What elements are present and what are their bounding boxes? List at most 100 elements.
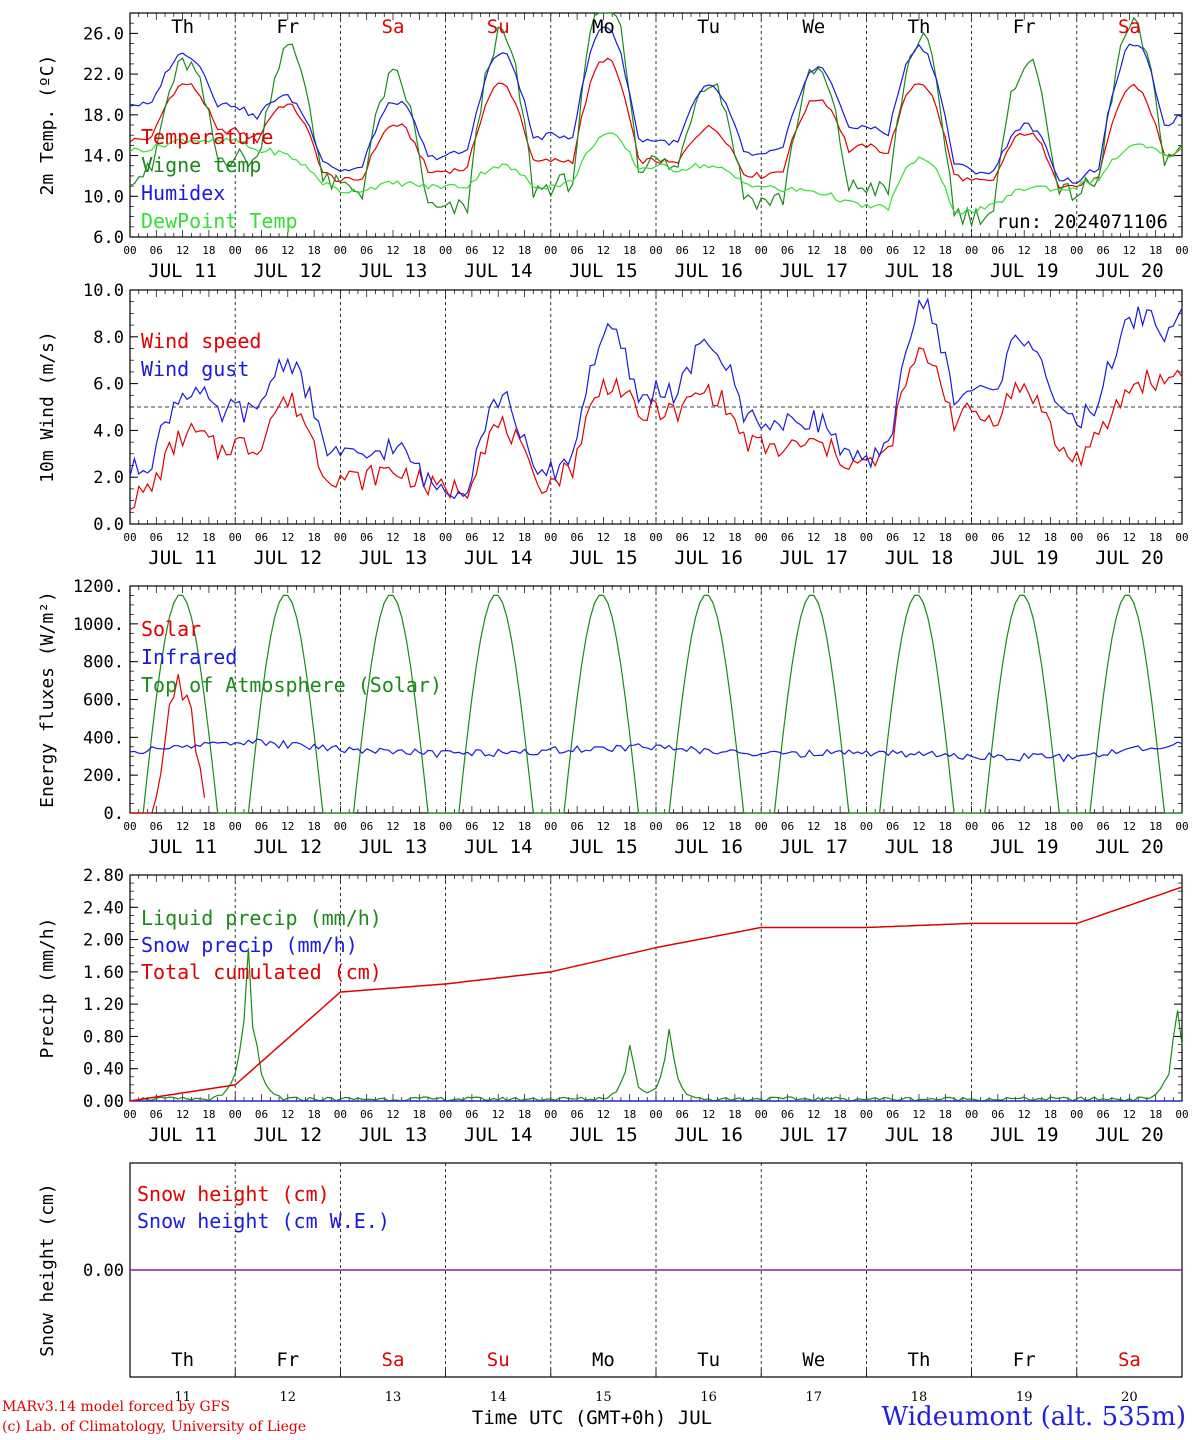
y-tick-label: 2.00 bbox=[83, 931, 124, 951]
hour-tick-label: 12 bbox=[386, 1108, 399, 1121]
hour-tick-label: 00 bbox=[439, 1108, 452, 1121]
hour-tick-label: 00 bbox=[965, 1108, 978, 1121]
hour-tick-label: 06 bbox=[781, 1108, 794, 1121]
hour-tick-label: 06 bbox=[150, 244, 163, 257]
hour-tick-label: 00 bbox=[755, 820, 768, 833]
hour-tick-label: 00 bbox=[544, 820, 557, 833]
hour-tick-label: 00 bbox=[334, 820, 347, 833]
hour-tick-label: 12 bbox=[1018, 531, 1031, 544]
hour-tick-label: 06 bbox=[781, 820, 794, 833]
legend-entry: Humidex bbox=[141, 181, 225, 205]
date-label: JUL 16 bbox=[674, 836, 743, 858]
hour-tick-label: 18 bbox=[728, 820, 741, 833]
weekday-header-top: We bbox=[802, 16, 825, 38]
weekday-header-bottom: Th bbox=[908, 1349, 931, 1371]
date-label: JUL 12 bbox=[253, 547, 322, 569]
hour-tick-label: 18 bbox=[939, 244, 952, 257]
weekday-header-bottom: Sa bbox=[1118, 1349, 1141, 1371]
hour-tick-label: 18 bbox=[518, 1108, 531, 1121]
weekday-header-top: Fr bbox=[276, 16, 299, 38]
hour-tick-label: 18 bbox=[202, 820, 215, 833]
date-label: JUL 14 bbox=[464, 260, 533, 282]
hour-tick-label: 06 bbox=[255, 244, 268, 257]
hour-tick-label: 06 bbox=[465, 244, 478, 257]
y-tick-label: 22.0 bbox=[83, 65, 124, 85]
hour-tick-label: 00 bbox=[860, 244, 873, 257]
hour-tick-label: 12 bbox=[176, 820, 189, 833]
hour-tick-label: 06 bbox=[676, 244, 689, 257]
legend-entry: DewPoint Temp bbox=[141, 209, 298, 233]
legend-entry: Wind gust bbox=[141, 357, 249, 381]
hour-tick-label: 00 bbox=[544, 531, 557, 544]
weekday-header-top: Th bbox=[171, 16, 194, 38]
legend-entry: Snow height (cm W.E.) bbox=[137, 1209, 390, 1233]
hour-tick-label: 18 bbox=[623, 244, 636, 257]
hour-tick-label: 12 bbox=[702, 820, 715, 833]
hour-tick-label: 00 bbox=[123, 531, 136, 544]
day-number-label: 17 bbox=[806, 1390, 823, 1405]
date-label: JUL 17 bbox=[779, 260, 848, 282]
hour-tick-label: 00 bbox=[649, 820, 662, 833]
hour-tick-label: 12 bbox=[176, 244, 189, 257]
hour-tick-label: 12 bbox=[702, 1108, 715, 1121]
hour-tick-label: 12 bbox=[492, 531, 505, 544]
hour-tick-label: 00 bbox=[229, 1108, 242, 1121]
weekday-header-top: Fr bbox=[1013, 16, 1036, 38]
date-label: JUL 16 bbox=[674, 1124, 743, 1146]
date-label: JUL 11 bbox=[148, 547, 217, 569]
y-tick-label: 0.00 bbox=[83, 1092, 124, 1112]
panel-3: 00 06 12 18 00 06 12 18 00 06 12 18 00 06 12 18 00 06 12 18… bbox=[123, 585, 1189, 858]
hour-tick-label: 06 bbox=[570, 820, 583, 833]
hour-tick-label: 06 bbox=[886, 531, 899, 544]
hour-tick-label: 06 bbox=[360, 244, 373, 257]
hour-tick-label: 12 bbox=[912, 531, 925, 544]
hour-tick-label: 12 bbox=[1018, 820, 1031, 833]
date-label: JUL 14 bbox=[464, 547, 533, 569]
hour-tick-label: 12 bbox=[492, 1108, 505, 1121]
y-tick-label: 1000. bbox=[73, 615, 124, 635]
weekday-header-top: Su bbox=[487, 16, 510, 38]
hour-tick-label: 00 bbox=[755, 531, 768, 544]
hour-tick-label: 06 bbox=[465, 820, 478, 833]
hour-tick-label: 00 bbox=[544, 244, 557, 257]
hour-tick-label: 06 bbox=[676, 820, 689, 833]
y-tick-label: 10.0 bbox=[83, 187, 124, 207]
hour-tick-label: 00 bbox=[649, 1108, 662, 1121]
weekday-header-bottom: Fr bbox=[1013, 1349, 1036, 1371]
date-label: JUL 15 bbox=[569, 836, 638, 858]
legend-entry: Wind speed bbox=[141, 329, 261, 353]
hour-tick-label: 18 bbox=[202, 1108, 215, 1121]
hour-tick-label: 00 bbox=[439, 531, 452, 544]
hour-tick-label: 00 bbox=[439, 244, 452, 257]
legend-entry: Snow precip (mm/h) bbox=[141, 933, 358, 957]
weekday-header-bottom: We bbox=[802, 1349, 825, 1371]
hour-tick-label: 18 bbox=[202, 244, 215, 257]
weekday-header-top: Tu bbox=[697, 16, 720, 38]
hour-tick-label: 18 bbox=[1044, 244, 1057, 257]
y-tick-label: 800. bbox=[83, 653, 124, 673]
y-tick-label: 0.80 bbox=[83, 1027, 124, 1047]
y-axis-title: Snow height (cm) bbox=[37, 1183, 58, 1356]
y-tick-label: 2.80 bbox=[83, 866, 124, 886]
hour-tick-label: 06 bbox=[465, 531, 478, 544]
y-tick-label: 18.0 bbox=[83, 106, 124, 126]
hour-tick-label: 00 bbox=[755, 244, 768, 257]
hour-tick-label: 18 bbox=[307, 244, 320, 257]
hour-tick-label: 00 bbox=[1070, 1108, 1083, 1121]
day-number-label: 13 bbox=[385, 1390, 402, 1405]
series-line-1 bbox=[129, 347, 1183, 510]
y-tick-label: 0.40 bbox=[83, 1060, 124, 1080]
hour-tick-label: 12 bbox=[176, 531, 189, 544]
hour-tick-label: 00 bbox=[1070, 820, 1083, 833]
hour-tick-label: 12 bbox=[1018, 1108, 1031, 1121]
y-tick-label: 6.0 bbox=[93, 228, 124, 248]
hour-tick-label: 12 bbox=[807, 820, 820, 833]
series-line-3 bbox=[129, 886, 1183, 1102]
date-label: JUL 20 bbox=[1095, 260, 1164, 282]
hour-tick-label: 18 bbox=[413, 531, 426, 544]
date-label: JUL 17 bbox=[779, 547, 848, 569]
y-axis-title: 2m Temp. (ºC) bbox=[37, 55, 58, 196]
date-label: JUL 12 bbox=[253, 836, 322, 858]
y-axis-title: 10m Wind (m/s) bbox=[37, 331, 58, 483]
date-label: JUL 20 bbox=[1095, 1124, 1164, 1146]
